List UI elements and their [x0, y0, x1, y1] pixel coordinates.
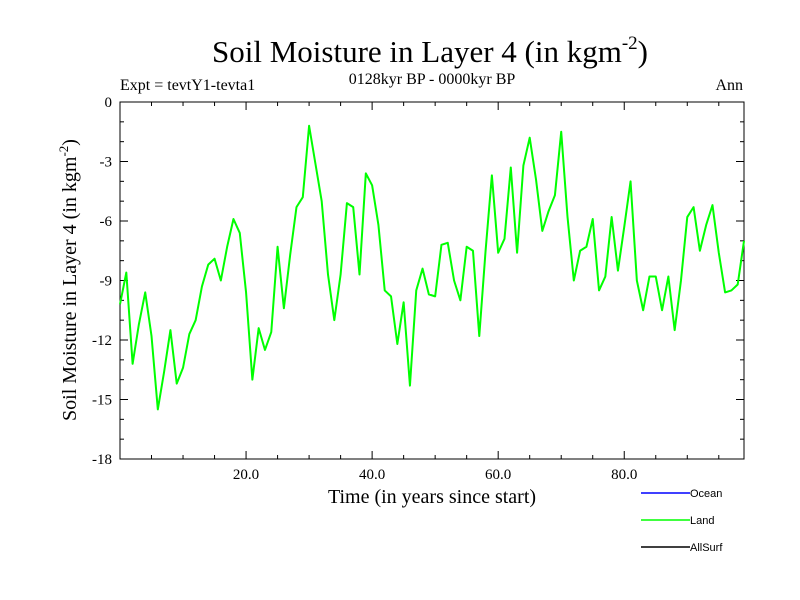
- legend-label-land: Land: [690, 515, 714, 527]
- time-range-label: 0128kyr BP - 0000kyr BP: [349, 71, 516, 88]
- chart-title: Soil Moisture in Layer 4 (in kgm-2): [212, 33, 648, 69]
- legend-label-allsurf: AllSurf: [690, 542, 723, 554]
- y-axis-ticks: 0 -3 -6 -9 -12 -15 -18: [92, 95, 744, 468]
- y-tick-label: -12: [92, 333, 112, 349]
- y-axis-label: Soil Moisture in Layer 4 (in kgm-2): [56, 139, 81, 421]
- season-label: Ann: [715, 77, 743, 94]
- y-tick-label: -15: [92, 393, 112, 409]
- series-line-land: [119, 124, 745, 411]
- y-tick-label: -3: [100, 155, 113, 171]
- x-axis-label: Time (in years since start): [328, 486, 536, 508]
- y-tick-label: -6: [100, 214, 113, 230]
- x-tick-label: 40.0: [359, 467, 385, 483]
- y-tick-label: -9: [100, 274, 113, 290]
- legend-label-ocean: Ocean: [690, 488, 722, 500]
- y-tick-label: 0: [105, 95, 113, 111]
- y-tick-label: -18: [92, 452, 112, 468]
- x-axis-ticks: 20.0 40.0 60.0 80.0: [151, 102, 720, 483]
- experiment-label: Expt = tevtY1-tevta1: [120, 77, 255, 94]
- plot-frame: [119, 101, 745, 460]
- legend: Ocean Land AllSurf: [641, 488, 723, 554]
- series-group: [119, 124, 745, 411]
- x-tick-label: 80.0: [611, 467, 637, 483]
- x-tick-label: 60.0: [485, 467, 511, 483]
- x-tick-label: 20.0: [233, 467, 259, 483]
